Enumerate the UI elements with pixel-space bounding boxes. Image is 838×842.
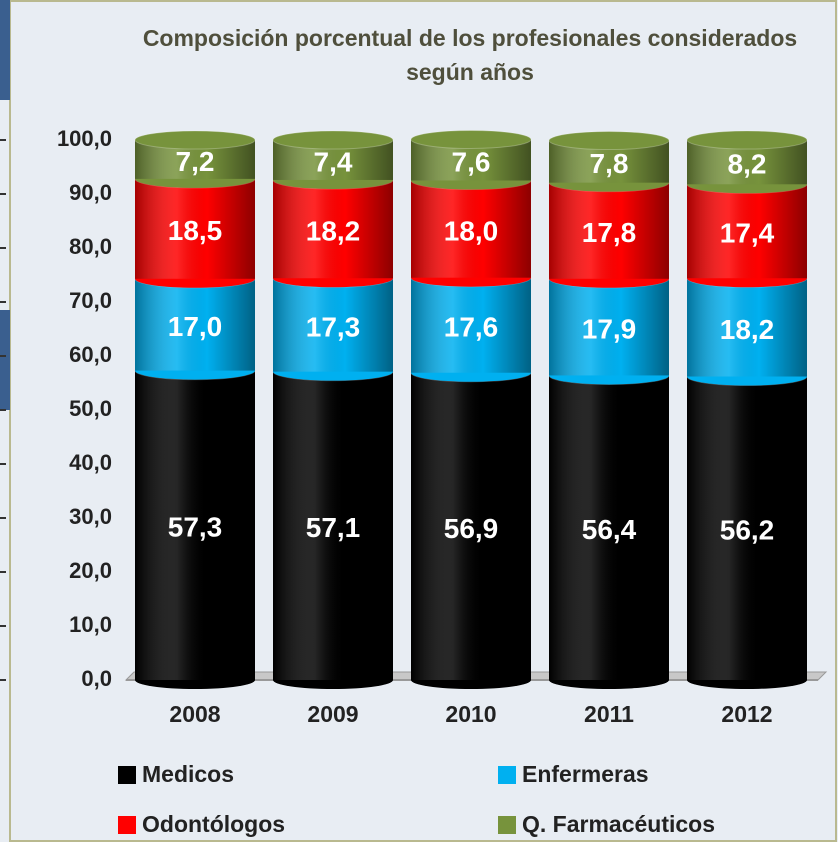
- x-tick-label: 2012: [721, 701, 772, 727]
- side-panel: [0, 310, 10, 410]
- bar-shade: [273, 278, 393, 372]
- x-tick-label: 2011: [584, 701, 634, 727]
- bar-shade: [135, 278, 255, 371]
- value-label: 18,5: [168, 215, 223, 246]
- bar-top: [686, 130, 808, 150]
- y-tick-label: 70,0: [69, 288, 112, 313]
- value-label: 57,1: [306, 512, 361, 543]
- chart-title: Composición porcentual de los profesiona…: [143, 25, 797, 85]
- y-tick-label: 0,0: [81, 666, 112, 691]
- value-label: 18,2: [306, 215, 361, 246]
- bar-shade: [135, 370, 255, 680]
- legend-swatch: [118, 766, 136, 784]
- bar-top: [134, 130, 256, 150]
- y-tick-label: 20,0: [69, 558, 112, 583]
- value-label: 57,3: [168, 512, 223, 543]
- value-label: 17,6: [444, 312, 499, 343]
- bar-shade: [411, 372, 531, 680]
- frame: [9, 0, 837, 842]
- y-tick-label: 100,0: [57, 126, 112, 151]
- value-label: 18,2: [720, 314, 775, 345]
- value-label: 17,4: [720, 218, 775, 249]
- bar-shade: [273, 371, 393, 680]
- legend-label: Enfermeras: [522, 761, 649, 787]
- value-label: 56,2: [720, 515, 775, 546]
- bar-shade: [549, 182, 669, 279]
- value-label: 17,9: [582, 314, 637, 345]
- bar-top: [548, 131, 670, 151]
- bar-shade: [135, 178, 255, 279]
- legend-swatch: [118, 816, 136, 834]
- legend-label: Medicos: [142, 761, 234, 787]
- x-tick-label: 2009: [307, 701, 358, 727]
- x-tick-label: 2010: [445, 701, 496, 727]
- y-tick-label: 60,0: [69, 342, 112, 367]
- bar-shade: [687, 376, 807, 680]
- value-label: 17,3: [306, 311, 361, 342]
- x-tick-label: 2008: [169, 701, 220, 727]
- bar-shade: [687, 184, 807, 279]
- value-label: 7,4: [314, 146, 353, 177]
- y-tick-label: 90,0: [69, 180, 112, 205]
- bar-top: [272, 130, 394, 150]
- side-panel: [0, 0, 10, 100]
- bar-top: [410, 129, 532, 149]
- bar-shade: [411, 180, 531, 278]
- legend-swatch: [498, 766, 516, 784]
- value-label: 7,8: [590, 148, 629, 179]
- value-label: 7,2: [176, 146, 215, 177]
- value-label: 17,0: [168, 311, 223, 342]
- bar-shade: [549, 278, 669, 376]
- value-label: 8,2: [728, 149, 767, 180]
- legend-swatch: [498, 816, 516, 834]
- y-tick-label: 80,0: [69, 234, 112, 259]
- value-label: 17,8: [582, 217, 637, 248]
- value-label: 18,0: [444, 215, 499, 246]
- y-tick-label: 30,0: [69, 504, 112, 529]
- value-label: 7,6: [452, 146, 491, 177]
- bar-shade: [687, 278, 807, 377]
- legend-label: Q. Farmacéuticos: [522, 811, 715, 837]
- value-label: 56,9: [444, 513, 499, 544]
- value-label: 56,4: [582, 514, 637, 545]
- y-tick-label: 50,0: [69, 396, 112, 421]
- legend-label: Odontólogos: [142, 811, 285, 837]
- y-tick-label: 40,0: [69, 450, 112, 475]
- bar-shade: [411, 277, 531, 373]
- y-tick-label: 10,0: [69, 612, 112, 637]
- bar-shade: [273, 179, 393, 279]
- bar-shade: [549, 375, 669, 680]
